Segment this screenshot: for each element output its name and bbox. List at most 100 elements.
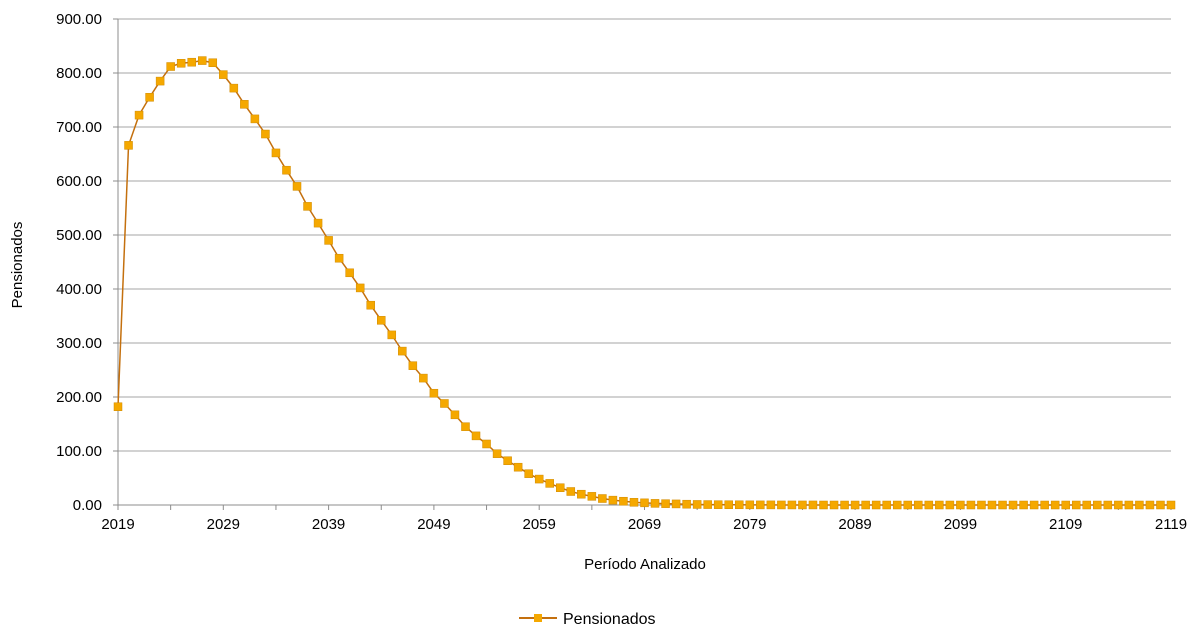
data-point [840, 500, 849, 510]
data-point [924, 500, 934, 510]
data-point [808, 500, 818, 510]
data-point [282, 165, 291, 175]
data-point [1071, 500, 1081, 510]
data-point [219, 70, 228, 79]
data-point [882, 500, 891, 510]
y-tick-label: 700.00 [56, 119, 102, 136]
x-tick-label: 2049 [417, 516, 450, 533]
data-point [598, 494, 607, 503]
gridlines [118, 18, 1171, 452]
data-point [1135, 500, 1144, 510]
y-tick-label: 0.00 [73, 497, 102, 514]
data-point [640, 498, 649, 508]
data-point [1124, 500, 1134, 510]
data-point [492, 449, 502, 458]
data-point [355, 283, 365, 293]
data-point [787, 500, 797, 510]
data-point [545, 479, 554, 488]
data-point [398, 346, 407, 356]
data-point [1145, 500, 1155, 510]
data-point [176, 59, 186, 68]
data-point [155, 76, 165, 86]
data-point [134, 110, 144, 120]
data-point [334, 253, 344, 263]
data-point [692, 500, 702, 509]
data-point [713, 500, 723, 509]
data-point [482, 439, 491, 449]
data-point [113, 402, 123, 411]
data-point [440, 399, 449, 408]
data-point [798, 500, 807, 510]
data-point [1103, 500, 1113, 510]
data-point [935, 500, 944, 510]
data-point [208, 58, 218, 67]
x-tick-label: 2029 [207, 516, 240, 533]
data-point [703, 500, 712, 509]
data-point [829, 500, 839, 510]
data-point [871, 500, 881, 510]
x-tick-label: 2109 [1049, 516, 1082, 533]
data-point [197, 56, 207, 65]
data-point [629, 498, 639, 507]
data-point [1082, 500, 1092, 510]
data-point [566, 487, 576, 496]
data-point [587, 492, 597, 501]
data-point [313, 218, 323, 228]
data-point [1008, 500, 1018, 510]
data-point [261, 129, 270, 139]
data-point [166, 62, 175, 71]
data-point [408, 361, 418, 370]
data-point [671, 499, 681, 509]
data-point [682, 499, 691, 509]
data-point [419, 373, 428, 383]
data-point [766, 500, 776, 510]
y-tick-label: 900.00 [56, 11, 102, 28]
legend: Pensionados [519, 611, 656, 626]
data-point [1114, 500, 1123, 510]
data-point [745, 500, 755, 510]
y-tick-label: 800.00 [56, 65, 102, 82]
data-point [850, 500, 860, 510]
data-point [271, 148, 281, 158]
x-tick-label: 2079 [733, 516, 766, 533]
data-point [1093, 500, 1102, 510]
y-tick-labels: 0.00 100.00 200.00 300.00 400.00 500.00 600.00… [56, 11, 102, 514]
data-point [724, 500, 733, 509]
data-point [892, 500, 902, 510]
x-tick-label: 2059 [523, 516, 556, 533]
data-point [387, 330, 397, 340]
x-tick-label: 2039 [312, 516, 345, 533]
axes [113, 18, 1172, 510]
data-point [861, 500, 870, 510]
data-point [577, 489, 586, 499]
data-point [1050, 500, 1060, 510]
y-axis-title: Pensionados [9, 222, 26, 309]
data-point [429, 388, 439, 398]
y-tick-label: 100.00 [56, 443, 102, 460]
data-point [240, 100, 249, 109]
data-point [914, 500, 923, 510]
data-point [661, 499, 670, 508]
data-point [292, 182, 302, 191]
series-pensionados [113, 56, 1176, 510]
x-tick-label: 2099 [944, 516, 977, 533]
data-point [998, 500, 1007, 510]
data-point [1040, 500, 1049, 510]
data-point [187, 57, 196, 67]
y-tick-label: 300.00 [56, 335, 102, 352]
data-point [513, 462, 523, 472]
data-point [966, 500, 976, 510]
x-axis-title: Período Analizado [584, 556, 706, 573]
y-tick-label: 500.00 [56, 227, 102, 244]
data-point [1166, 500, 1176, 510]
data-point [777, 500, 786, 510]
data-point [345, 268, 354, 278]
data-point [945, 500, 955, 510]
data-point [1156, 500, 1165, 510]
data-point [450, 410, 460, 420]
data-point [819, 500, 828, 510]
data-point [756, 500, 765, 510]
data-point [324, 236, 333, 245]
x-tick-label: 2019 [101, 516, 134, 533]
